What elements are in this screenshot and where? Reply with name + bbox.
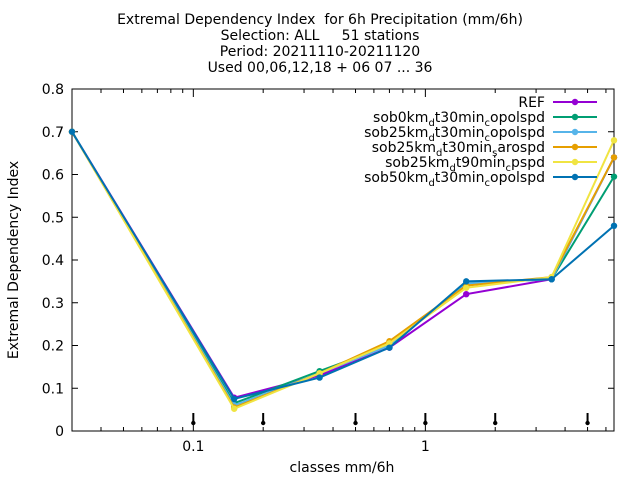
y-tick-label: 0.1 [42,381,64,397]
series-point-1 [610,173,618,180]
legend-marker-5 [571,173,579,181]
legend-label-4: sob25kmdt90mincpspd [385,155,545,174]
series-point-5 [463,278,470,285]
y-tick-label: 0.5 [42,210,64,226]
y-tick-label: 0.2 [42,339,64,355]
x-tick-label: 0.1 [182,439,204,455]
y-tick-label: 0 [55,424,64,440]
series-point-5 [610,222,618,229]
class-marker-dot [493,420,498,426]
legend-marker-3 [571,143,579,151]
x-tick-label: 1 [421,439,430,455]
class-marker-dot [260,420,266,426]
series-point-5 [230,395,238,403]
legend-label-5: sob50kmdt30mincopolspd [364,170,545,189]
y-tick-label: 0.7 [42,125,64,141]
chart-title-line-1: Extremal Dependency Index for 6h Precipi… [117,12,523,28]
y-axis-label: Extremal Dependency Index [6,161,22,359]
class-marker-dot [353,420,358,426]
legend-marker-1 [571,113,579,121]
series-point-0 [463,291,470,298]
series-point-5 [548,276,555,283]
y-tick-label: 0.3 [42,296,64,312]
legend-label-1: sob0kmdt30mincopolspd [373,110,545,129]
series-point-5 [316,374,323,381]
legend-label-0: REF [518,95,545,111]
legend-label-2: sob25kmdt30mincopolspd [364,125,545,144]
series-point-5 [386,344,393,351]
legend-marker-2 [571,128,579,136]
series-point-4 [463,284,470,291]
x-axis-label: classes mm/6h [290,460,395,476]
y-tick-label: 0.6 [42,168,64,184]
series-point-5 [68,128,76,135]
chart-title-line-4: Used 00,06,12,18 + 06 07 ... 36 [207,60,433,76]
legend-marker-0 [571,98,579,106]
class-marker-dot [585,420,590,426]
chart-title-line-3: Period: 20211110-20211120 [219,44,421,60]
legend-label-3: sob25kmdt30minsarospd [372,140,545,159]
legend-marker-4 [571,158,579,166]
class-marker-dot [423,420,428,426]
series-point-4 [230,405,238,412]
chart-title-line-2: Selection: ALL 51 stations [220,28,420,44]
y-tick-label: 0.4 [42,253,64,269]
series-point-4 [610,137,618,144]
class-marker-dot [191,420,196,426]
series-point-3 [610,154,618,161]
y-tick-label: 0.8 [42,82,64,98]
